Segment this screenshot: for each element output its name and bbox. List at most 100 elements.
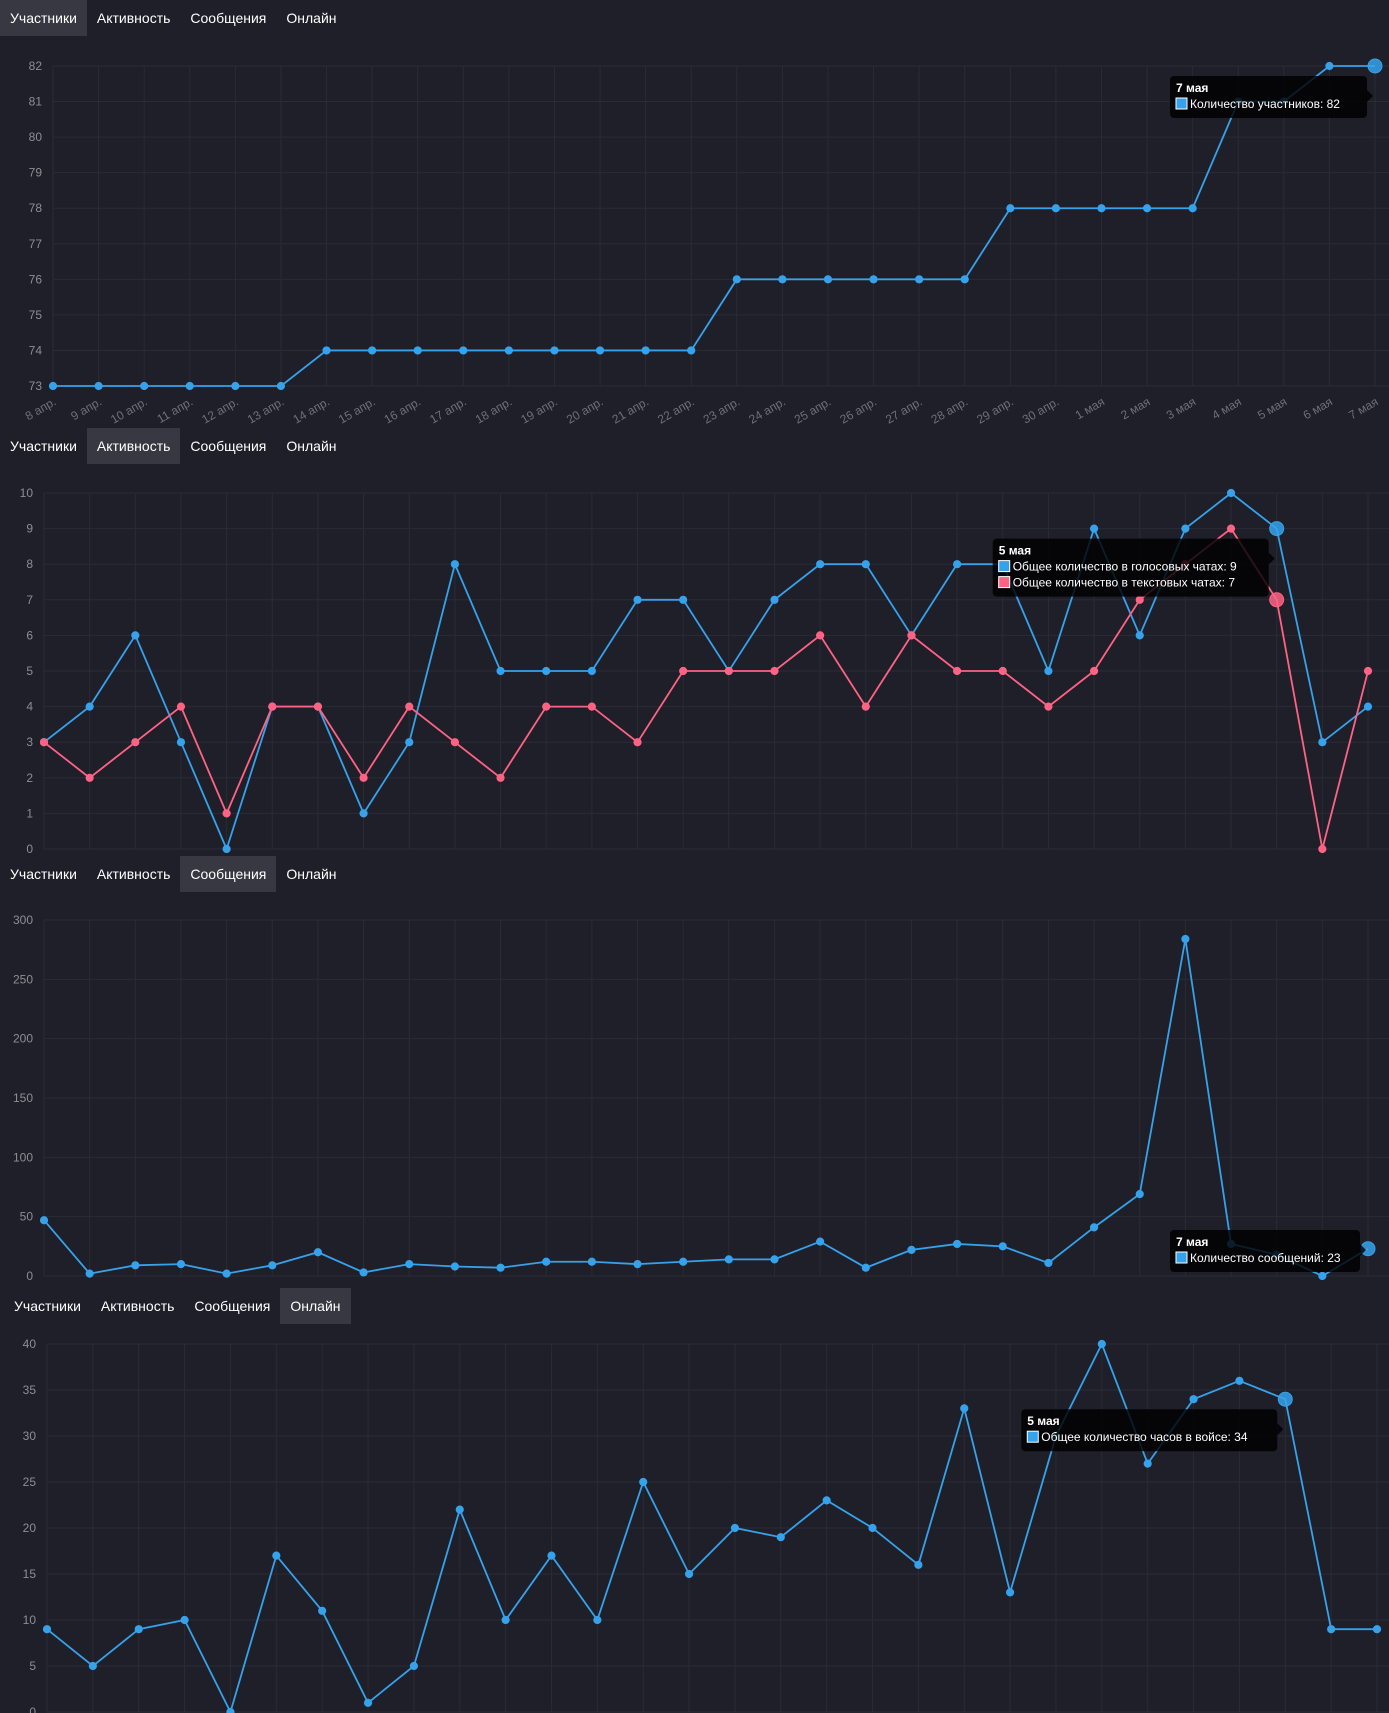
data-point[interactable] [732,275,741,284]
data-point[interactable] [222,844,231,854]
data-point[interactable] [953,560,962,569]
data-point[interactable] [1367,58,1383,74]
data-point[interactable] [1143,1459,1152,1468]
data-point[interactable] [1318,844,1327,854]
data-point[interactable] [1006,1588,1015,1597]
data-point[interactable] [687,346,696,355]
data-point[interactable] [1372,1625,1382,1634]
data-point[interactable] [496,1263,505,1272]
data-point[interactable] [587,666,596,676]
data-point[interactable] [450,560,459,569]
data-point[interactable] [1325,61,1334,71]
data-point[interactable] [1226,524,1236,533]
data-point[interactable] [359,773,368,782]
data-point[interactable] [131,631,140,640]
data-point[interactable] [1327,1625,1336,1634]
data-point[interactable] [501,1615,510,1625]
data-point[interactable] [679,1257,688,1266]
data-point[interactable] [313,1248,323,1257]
data-point[interactable] [39,738,49,747]
data-point[interactable] [550,346,559,355]
data-point[interactable] [1051,204,1060,213]
data-point[interactable] [1181,524,1190,533]
data-point[interactable] [960,1404,969,1413]
data-point[interactable] [1277,1391,1293,1407]
data-point[interactable] [1318,1271,1327,1281]
data-point[interactable] [960,275,969,284]
data-point[interactable] [134,1625,143,1634]
data-point[interactable] [363,1698,373,1707]
data-point[interactable] [94,381,103,391]
data-point[interactable] [85,702,94,711]
tab-messages[interactable]: Сообщения [180,856,277,892]
tab-messages[interactable]: Сообщения [190,10,267,26]
data-point[interactable] [42,1625,52,1634]
data-point[interactable] [778,275,787,284]
data-point[interactable] [953,666,962,676]
data-point[interactable] [176,738,186,747]
data-point[interactable] [368,346,377,355]
data-point[interactable] [85,1269,94,1278]
data-point[interactable] [180,1615,189,1625]
data-point[interactable] [770,666,779,676]
data-point[interactable] [1363,666,1373,676]
data-point[interactable] [1044,666,1053,676]
tab-online[interactable]: Онлайн [286,438,337,454]
data-point[interactable] [359,809,368,818]
data-point[interactable] [268,1261,277,1270]
data-point[interactable] [770,595,779,604]
data-point[interactable] [1044,702,1053,711]
data-point[interactable] [359,1268,368,1277]
data-point[interactable] [816,560,825,569]
data-point[interactable] [504,346,513,355]
data-point[interactable] [1188,204,1197,213]
data-point[interactable] [1269,521,1285,537]
data-point[interactable] [131,738,140,747]
data-point[interactable] [272,1551,281,1560]
tab-members[interactable]: Участники [0,0,87,36]
data-point[interactable] [953,1239,962,1249]
data-point[interactable] [39,1216,49,1225]
data-point[interactable] [405,1260,414,1269]
data-point[interactable] [907,631,916,640]
data-point[interactable] [496,666,505,676]
data-point[interactable] [268,702,277,711]
data-point[interactable] [1135,1190,1144,1199]
data-point[interactable] [176,1260,186,1269]
data-point[interactable] [185,381,194,391]
data-point[interactable] [593,1615,602,1625]
data-point[interactable] [1269,592,1285,608]
data-point[interactable] [1142,204,1152,213]
data-point[interactable] [823,275,833,284]
data-point[interactable] [907,1245,916,1254]
data-point[interactable] [861,560,870,569]
data-point[interactable] [1089,524,1099,533]
data-point[interactable] [1135,595,1144,604]
data-point[interactable] [914,1560,923,1569]
data-point[interactable] [1044,1258,1053,1268]
data-point[interactable] [322,346,331,355]
data-point[interactable] [450,738,459,747]
data-point[interactable] [222,809,231,818]
data-point[interactable] [816,1237,825,1246]
tab-messages[interactable]: Сообщения [194,1298,271,1314]
data-point[interactable] [1097,1339,1106,1349]
data-point[interactable] [48,381,58,391]
data-point[interactable] [226,1707,235,1713]
tab-activity[interactable]: Активность [100,1298,175,1314]
data-point[interactable] [861,702,870,711]
tab-messages[interactable]: Сообщения [190,438,267,454]
data-point[interactable] [684,1569,694,1579]
data-point[interactable] [641,346,650,355]
tab-activity[interactable]: Активность [86,428,181,464]
data-point[interactable] [776,1533,785,1542]
data-point[interactable] [1181,934,1190,944]
data-point[interactable] [595,346,605,355]
data-point[interactable] [587,1257,596,1266]
data-point[interactable] [313,702,323,711]
data-point[interactable] [1318,738,1327,747]
data-point[interactable] [1235,1376,1244,1385]
data-point[interactable] [587,702,596,711]
data-point[interactable] [1089,666,1099,676]
data-point[interactable] [405,702,414,711]
